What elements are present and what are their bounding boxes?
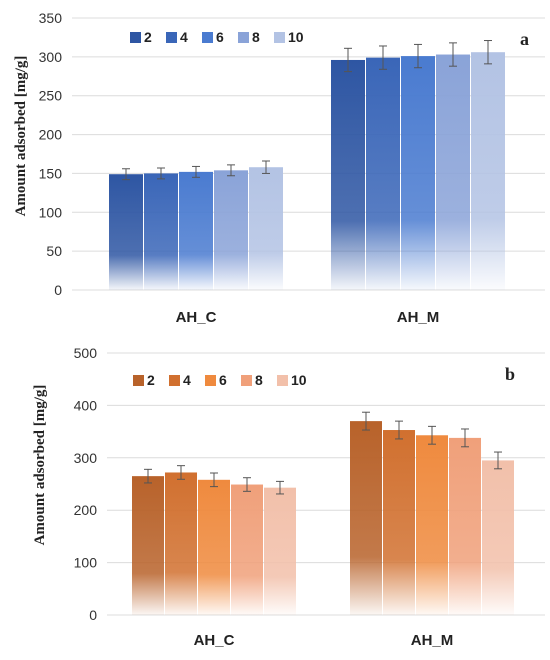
bar <box>366 57 400 291</box>
legend-label: 8 <box>255 372 263 388</box>
panel-label: b <box>505 364 515 384</box>
legend-swatch <box>130 32 141 43</box>
y-tick-label: 100 <box>39 204 63 220</box>
chart-panel-b: 0 100 200 300 400 500 Amount adsorbed [mg/g] b A… <box>32 345 545 649</box>
legend-label: 10 <box>288 29 304 45</box>
y-tick-label: 200 <box>74 502 98 518</box>
y-tick-label: 50 <box>46 243 62 259</box>
bar <box>132 476 164 615</box>
panel-label: a <box>520 29 529 49</box>
bar <box>416 435 448 615</box>
bar <box>249 167 283 290</box>
legend-swatch <box>274 32 285 43</box>
y-axis-label: Amount adsorbed [mg/g] <box>32 385 48 546</box>
bar <box>350 421 382 615</box>
y-tick-label: 300 <box>74 450 98 466</box>
x-category-label: AH_C <box>176 309 217 326</box>
bar <box>482 460 514 615</box>
legend-swatch <box>133 375 144 386</box>
y-tick-label: 500 <box>74 345 98 361</box>
legend-label: 6 <box>216 29 224 45</box>
legend-swatch <box>241 375 252 386</box>
bar <box>401 56 435 290</box>
legend-label: 4 <box>183 372 191 388</box>
legend-swatch <box>205 375 216 386</box>
y-tick-label: 100 <box>74 555 98 571</box>
legend-label: 10 <box>291 372 307 388</box>
legend-label: 6 <box>219 372 227 388</box>
legend-label: 8 <box>252 29 260 45</box>
bar <box>449 437 481 615</box>
x-category-label: AH_C <box>194 632 235 649</box>
legend-swatch <box>169 375 180 386</box>
x-category-label: AH_M <box>397 309 440 326</box>
y-axis-label: Amount adsorbed [mg/g] <box>13 56 29 217</box>
bar <box>383 430 415 615</box>
legend-swatch <box>238 32 249 43</box>
legend-label: 2 <box>144 29 152 45</box>
bar <box>231 484 263 615</box>
legend-swatch <box>277 375 288 386</box>
bar <box>471 52 505 290</box>
bar <box>264 487 296 615</box>
chart-panel-a: 0 50 100 150 200 250 300 350 Amount adsorbed [mg… <box>13 10 545 326</box>
bar <box>198 479 230 615</box>
y-tick-label: 200 <box>39 127 63 143</box>
bar <box>165 472 197 615</box>
bar <box>179 171 213 290</box>
legend-label: 2 <box>147 372 155 388</box>
y-tick-label: 150 <box>39 165 63 181</box>
bar <box>214 170 248 290</box>
legend-swatch <box>166 32 177 43</box>
y-tick-label: 350 <box>39 10 63 26</box>
bar <box>144 173 178 290</box>
legend-label: 4 <box>180 29 188 45</box>
y-tick-label: 0 <box>89 607 97 623</box>
bar <box>109 174 143 290</box>
y-tick-label: 300 <box>39 49 63 65</box>
y-tick-label: 250 <box>39 88 63 104</box>
bar <box>331 59 365 290</box>
bar <box>436 54 470 291</box>
y-tick-label: 400 <box>74 397 98 413</box>
legend-swatch <box>202 32 213 43</box>
y-tick-label: 0 <box>54 282 62 298</box>
x-category-label: AH_M <box>411 632 454 649</box>
